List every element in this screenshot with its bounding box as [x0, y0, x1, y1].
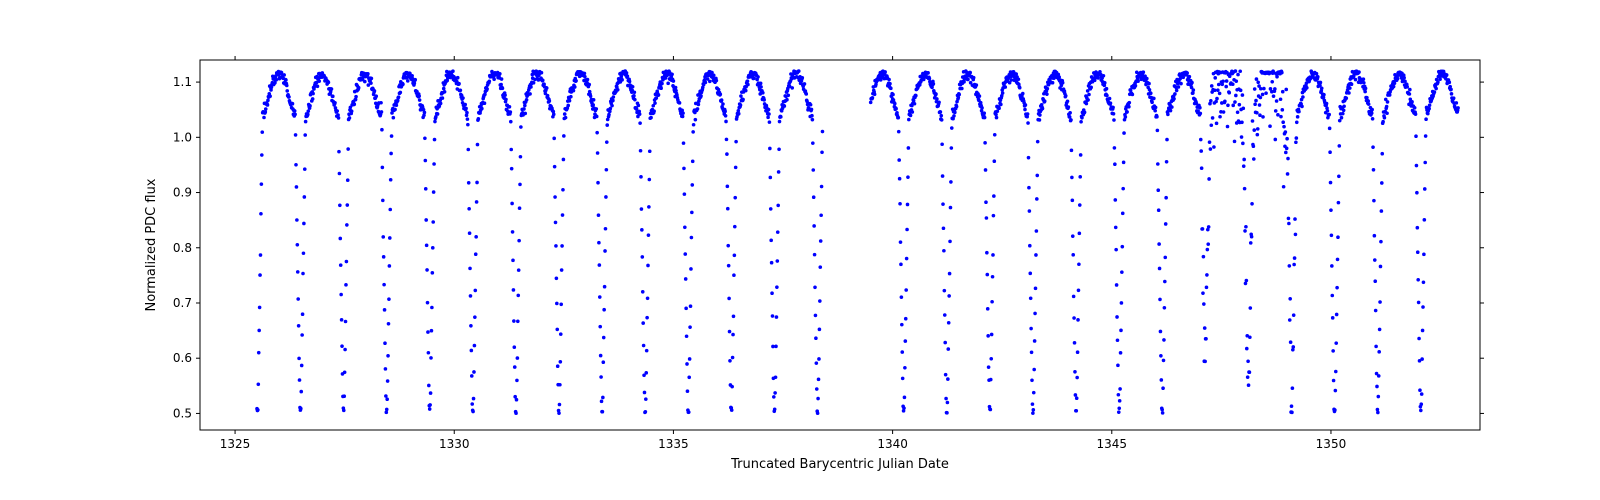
y-tick-label: 0.9 — [173, 186, 192, 200]
chart-svg: 1325 1330 1335 1340 1345 1350 0.5 0.6 0.7 0.8 0.9 1… — [0, 0, 1600, 500]
x-tick-label: 1340 — [877, 437, 908, 451]
y-tick-label: 1.0 — [173, 130, 192, 144]
y-tick-label: 0.6 — [173, 351, 192, 365]
x-tick-label: 1345 — [1097, 437, 1128, 451]
x-tick-label: 1335 — [658, 437, 689, 451]
y-tick-label: 0.5 — [173, 406, 192, 420]
y-tick-label: 0.8 — [173, 241, 192, 255]
y-tick-label: 0.7 — [173, 296, 192, 310]
lightcurve-chart: 1325 1330 1335 1340 1345 1350 0.5 0.6 0.7 0.8 0.9 1… — [0, 0, 1600, 500]
x-tick-label: 1330 — [439, 437, 470, 451]
y-tick-label: 1.1 — [173, 75, 192, 89]
y-axis-label: Normalized PDC flux — [144, 178, 159, 311]
x-tick-label: 1325 — [220, 437, 251, 451]
x-tick-label: 1350 — [1316, 437, 1347, 451]
x-axis-label: Truncated Barycentric Julian Date — [730, 457, 949, 472]
